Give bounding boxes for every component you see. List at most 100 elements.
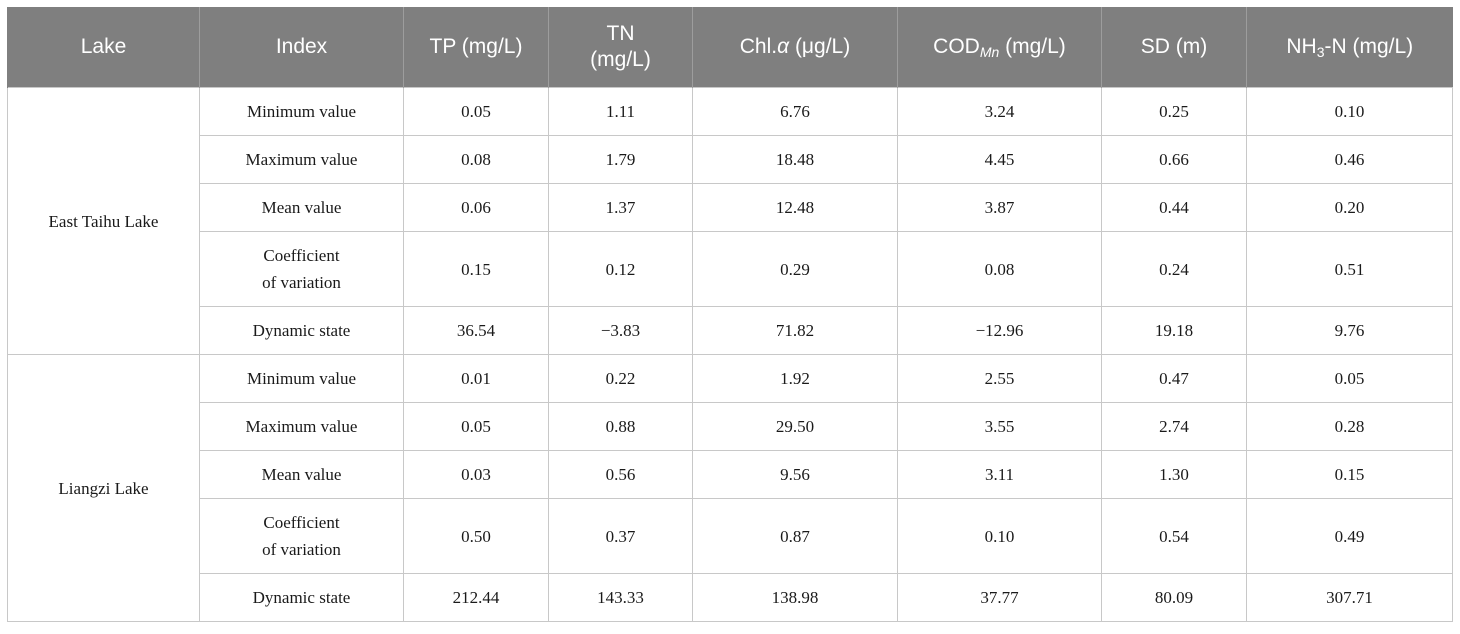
nh3n-cell: 307.71 bbox=[1246, 573, 1453, 622]
tn-cell: 1.79 bbox=[548, 135, 693, 184]
tn-cell: −3.83 bbox=[548, 306, 693, 355]
chl-cell: 0.87 bbox=[692, 498, 898, 574]
nh3n-cell: 0.10 bbox=[1246, 87, 1453, 136]
tn-cell: 143.33 bbox=[548, 573, 693, 622]
header-tn: TN (mg/L) bbox=[548, 7, 693, 88]
tp-cell: 0.01 bbox=[403, 354, 549, 403]
header-nh-main: NH bbox=[1286, 35, 1317, 58]
tn-cell: 1.11 bbox=[548, 87, 693, 136]
cod-cell: 2.55 bbox=[897, 354, 1102, 403]
index-cell: Dynamic state bbox=[199, 573, 404, 622]
chl-cell: 6.76 bbox=[692, 87, 898, 136]
cod-cell: 0.10 bbox=[897, 498, 1102, 574]
sd-cell: 1.30 bbox=[1101, 450, 1247, 499]
sd-cell: 19.18 bbox=[1101, 306, 1247, 355]
header-chl: Chl.α (μg/L) bbox=[692, 7, 898, 88]
chl-cell: 29.50 bbox=[692, 402, 898, 451]
tp-cell: 0.06 bbox=[403, 183, 549, 232]
index-line1: Coefficient bbox=[263, 513, 340, 532]
tn-cell: 0.12 bbox=[548, 231, 693, 307]
chl-cell: 0.29 bbox=[692, 231, 898, 307]
lake-name-cell: East Taihu Lake bbox=[7, 87, 200, 355]
chl-cell: 1.92 bbox=[692, 354, 898, 403]
nh3n-cell: 0.28 bbox=[1246, 402, 1453, 451]
tp-cell: 0.50 bbox=[403, 498, 549, 574]
chl-cell: 138.98 bbox=[692, 573, 898, 622]
table-row: Liangzi Lake Minimum value 0.01 0.22 1.9… bbox=[7, 354, 1453, 622]
tp-cell: 0.15 bbox=[403, 231, 549, 307]
index-cell: Dynamic state bbox=[199, 306, 404, 355]
index-cell: Maximum value bbox=[199, 135, 404, 184]
table-body: East Taihu Lake Minimum value 0.05 1.11 … bbox=[7, 87, 1453, 622]
nh3n-cell: 0.46 bbox=[1246, 135, 1453, 184]
tn-cell: 0.88 bbox=[548, 402, 693, 451]
index-cell: Coefficient of variation bbox=[199, 498, 404, 574]
index-line2: of variation bbox=[262, 540, 341, 559]
nh3n-cell: 0.05 bbox=[1246, 354, 1453, 403]
header-nh-sub: 3 bbox=[1316, 44, 1325, 60]
header-tn-line2: (mg/L) bbox=[590, 48, 651, 71]
index-cell: Mean value bbox=[199, 450, 404, 499]
index-cell: Maximum value bbox=[199, 402, 404, 451]
header-tn-line1: TN bbox=[606, 22, 635, 45]
sd-cell: 0.54 bbox=[1101, 498, 1247, 574]
sd-cell: 2.74 bbox=[1101, 402, 1247, 451]
tp-cell: 36.54 bbox=[403, 306, 549, 355]
tp-cell: 0.05 bbox=[403, 87, 549, 136]
cod-cell: 3.55 bbox=[897, 402, 1102, 451]
cod-cell: 3.11 bbox=[897, 450, 1102, 499]
index-cell: Coefficient of variation bbox=[199, 231, 404, 307]
tn-cell: 0.56 bbox=[548, 450, 693, 499]
table-row: Maximum value 0.05 0.88 29.50 3.55 2.74 … bbox=[8, 402, 1453, 451]
sd-cell: 0.25 bbox=[1101, 87, 1247, 136]
sd-cell: 0.24 bbox=[1101, 231, 1247, 307]
header-cod-sub: Mn bbox=[979, 44, 1000, 60]
header-tp: TP (mg/L) bbox=[403, 7, 549, 88]
cod-cell: 3.24 bbox=[897, 87, 1102, 136]
header-nh-unit: -N (mg/L) bbox=[1324, 35, 1414, 58]
index-cell: Mean value bbox=[199, 183, 404, 232]
header-chl-alpha: α bbox=[777, 35, 790, 58]
nh3n-cell: 0.20 bbox=[1246, 183, 1453, 232]
tn-cell: 1.37 bbox=[548, 183, 693, 232]
header-chl-prefix: Chl. bbox=[739, 35, 778, 58]
tp-cell: 212.44 bbox=[403, 573, 549, 622]
table-row: Mean value 0.06 1.37 12.48 3.87 0.44 0.2… bbox=[8, 183, 1453, 232]
tn-cell: 0.22 bbox=[548, 354, 693, 403]
nh3n-cell: 0.15 bbox=[1246, 450, 1453, 499]
index-cell: Minimum value bbox=[199, 87, 404, 136]
chl-cell: 12.48 bbox=[692, 183, 898, 232]
table-row: East Taihu Lake Minimum value 0.05 1.11 … bbox=[7, 87, 1453, 355]
table-row: Maximum value 0.08 1.79 18.48 4.45 0.66 … bbox=[8, 135, 1453, 184]
cod-cell: 37.77 bbox=[897, 573, 1102, 622]
nh3n-cell: 0.49 bbox=[1246, 498, 1453, 574]
sd-cell: 0.66 bbox=[1101, 135, 1247, 184]
table-row: Coefficient of variation 0.50 0.37 0.87 0… bbox=[8, 498, 1453, 574]
chl-cell: 71.82 bbox=[692, 306, 898, 355]
table-row: Dynamic state 36.54 −3.83 71.82 −12.96 1… bbox=[8, 306, 1453, 355]
water-quality-table: Lake Index TP (mg/L) TN (mg/L) Chl.α (μg/… bbox=[7, 7, 1453, 622]
chl-cell: 9.56 bbox=[692, 450, 898, 499]
cod-cell: 3.87 bbox=[897, 183, 1102, 232]
sd-cell: 0.44 bbox=[1101, 183, 1247, 232]
index-line1: Coefficient bbox=[263, 246, 340, 265]
sd-cell: 80.09 bbox=[1101, 573, 1247, 622]
header-sd: SD (m) bbox=[1101, 7, 1247, 88]
table-row: Coefficient of variation 0.15 0.12 0.29 0… bbox=[8, 231, 1453, 307]
tp-cell: 0.05 bbox=[403, 402, 549, 451]
index-line2: of variation bbox=[262, 273, 341, 292]
header-cod-main: COD bbox=[933, 35, 980, 58]
sd-cell: 0.47 bbox=[1101, 354, 1247, 403]
cod-cell: 4.45 bbox=[897, 135, 1102, 184]
chl-cell: 18.48 bbox=[692, 135, 898, 184]
header-chl-suffix: (μg/L) bbox=[789, 35, 851, 58]
header-row: Lake Index TP (mg/L) TN (mg/L) Chl.α (μg/… bbox=[7, 7, 1453, 88]
cod-cell: −12.96 bbox=[897, 306, 1102, 355]
nh3n-cell: 9.76 bbox=[1246, 306, 1453, 355]
tp-cell: 0.08 bbox=[403, 135, 549, 184]
header-lake: Lake bbox=[7, 7, 200, 88]
table-header: Lake Index TP (mg/L) TN (mg/L) Chl.α (μg/… bbox=[7, 7, 1453, 88]
header-index: Index bbox=[199, 7, 404, 88]
header-nh3n: NH3-N (mg/L) bbox=[1246, 7, 1453, 88]
table-row: Dynamic state 212.44 143.33 138.98 37.77… bbox=[8, 573, 1453, 622]
